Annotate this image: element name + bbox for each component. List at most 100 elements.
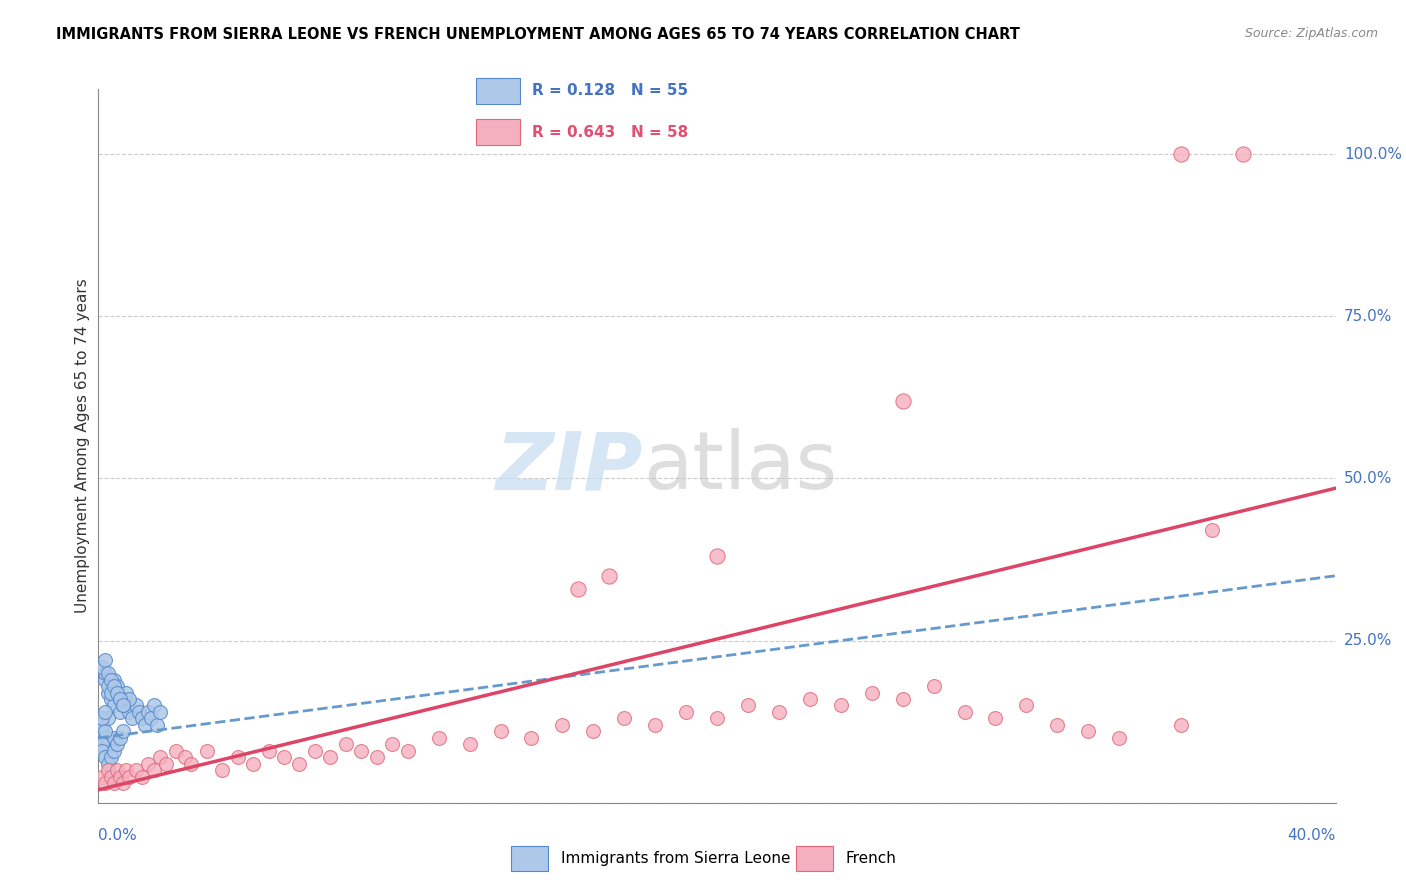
Point bbox=[139, 711, 162, 725]
Point bbox=[97, 679, 120, 693]
Point bbox=[100, 750, 122, 764]
Point bbox=[1046, 718, 1069, 732]
Point bbox=[1108, 731, 1130, 745]
Point bbox=[582, 724, 605, 739]
Point bbox=[97, 711, 120, 725]
Point bbox=[706, 549, 728, 564]
Point bbox=[93, 673, 115, 687]
Bar bbox=[477, 119, 520, 145]
Point bbox=[143, 698, 166, 713]
Point bbox=[97, 666, 120, 681]
Point bbox=[105, 685, 128, 699]
Point bbox=[103, 731, 125, 745]
Point bbox=[381, 738, 404, 752]
Point bbox=[105, 679, 128, 693]
Point bbox=[93, 705, 115, 719]
Text: 25.0%: 25.0% bbox=[1344, 633, 1392, 648]
Text: R = 0.128   N = 55: R = 0.128 N = 55 bbox=[531, 84, 688, 98]
Y-axis label: Unemployment Among Ages 65 to 74 years: Unemployment Among Ages 65 to 74 years bbox=[75, 278, 90, 614]
Point bbox=[93, 731, 115, 745]
Point bbox=[121, 711, 143, 725]
Point bbox=[112, 698, 135, 713]
Point bbox=[143, 764, 166, 778]
Point bbox=[211, 764, 233, 778]
Point bbox=[103, 673, 125, 687]
Point bbox=[115, 698, 138, 713]
Text: R = 0.643   N = 58: R = 0.643 N = 58 bbox=[531, 125, 689, 139]
Text: 75.0%: 75.0% bbox=[1344, 309, 1392, 324]
Point bbox=[1170, 718, 1192, 732]
Point bbox=[706, 711, 728, 725]
Text: ZIP: ZIP bbox=[495, 428, 643, 507]
Point bbox=[165, 744, 187, 758]
Point bbox=[242, 756, 264, 771]
Point bbox=[90, 724, 112, 739]
Point bbox=[891, 393, 914, 408]
Point bbox=[335, 738, 357, 752]
Point bbox=[105, 685, 128, 699]
Point bbox=[799, 692, 821, 706]
Point bbox=[737, 698, 759, 713]
Point bbox=[100, 673, 122, 687]
Point bbox=[108, 692, 131, 706]
Point bbox=[136, 705, 159, 719]
Point bbox=[1170, 147, 1192, 161]
Point bbox=[103, 698, 125, 713]
Point bbox=[90, 711, 112, 725]
Point bbox=[108, 705, 131, 719]
Point bbox=[118, 770, 141, 784]
Point bbox=[613, 711, 636, 725]
Point bbox=[105, 738, 128, 752]
Point bbox=[319, 750, 342, 764]
Point bbox=[922, 679, 945, 693]
Point bbox=[118, 705, 141, 719]
Point bbox=[115, 764, 138, 778]
Text: French: French bbox=[845, 851, 896, 866]
Point bbox=[149, 750, 172, 764]
Text: atlas: atlas bbox=[643, 428, 837, 507]
Point bbox=[396, 744, 419, 758]
Point bbox=[90, 659, 112, 673]
Point bbox=[118, 692, 141, 706]
Point bbox=[112, 692, 135, 706]
Text: 50.0%: 50.0% bbox=[1344, 471, 1392, 486]
Point bbox=[304, 744, 326, 758]
Point bbox=[551, 718, 574, 732]
Point bbox=[90, 744, 112, 758]
Point bbox=[134, 718, 156, 732]
Point bbox=[93, 750, 115, 764]
Point bbox=[93, 724, 115, 739]
Point bbox=[1015, 698, 1038, 713]
Point bbox=[1077, 724, 1099, 739]
Point bbox=[136, 756, 159, 771]
Point bbox=[90, 738, 112, 752]
Point bbox=[93, 776, 115, 790]
Point bbox=[100, 770, 122, 784]
Point bbox=[105, 764, 128, 778]
Point bbox=[115, 685, 138, 699]
Point bbox=[195, 744, 218, 758]
Point bbox=[103, 776, 125, 790]
Point bbox=[128, 705, 150, 719]
Point bbox=[1232, 147, 1254, 161]
Point bbox=[598, 568, 620, 582]
Point bbox=[124, 764, 146, 778]
Point bbox=[567, 582, 589, 596]
Point bbox=[458, 738, 481, 752]
Point bbox=[149, 705, 172, 719]
Point bbox=[112, 776, 135, 790]
Point bbox=[97, 756, 120, 771]
Point bbox=[489, 724, 512, 739]
Point bbox=[97, 764, 120, 778]
Text: 0.0%: 0.0% bbox=[98, 828, 138, 843]
Point bbox=[93, 666, 115, 681]
Text: 100.0%: 100.0% bbox=[1344, 146, 1402, 161]
Point bbox=[984, 711, 1007, 725]
Text: 40.0%: 40.0% bbox=[1288, 828, 1336, 843]
Point bbox=[112, 698, 135, 713]
Point bbox=[90, 770, 112, 784]
Point bbox=[860, 685, 883, 699]
Point bbox=[644, 718, 666, 732]
Point bbox=[174, 750, 197, 764]
Point bbox=[108, 692, 131, 706]
